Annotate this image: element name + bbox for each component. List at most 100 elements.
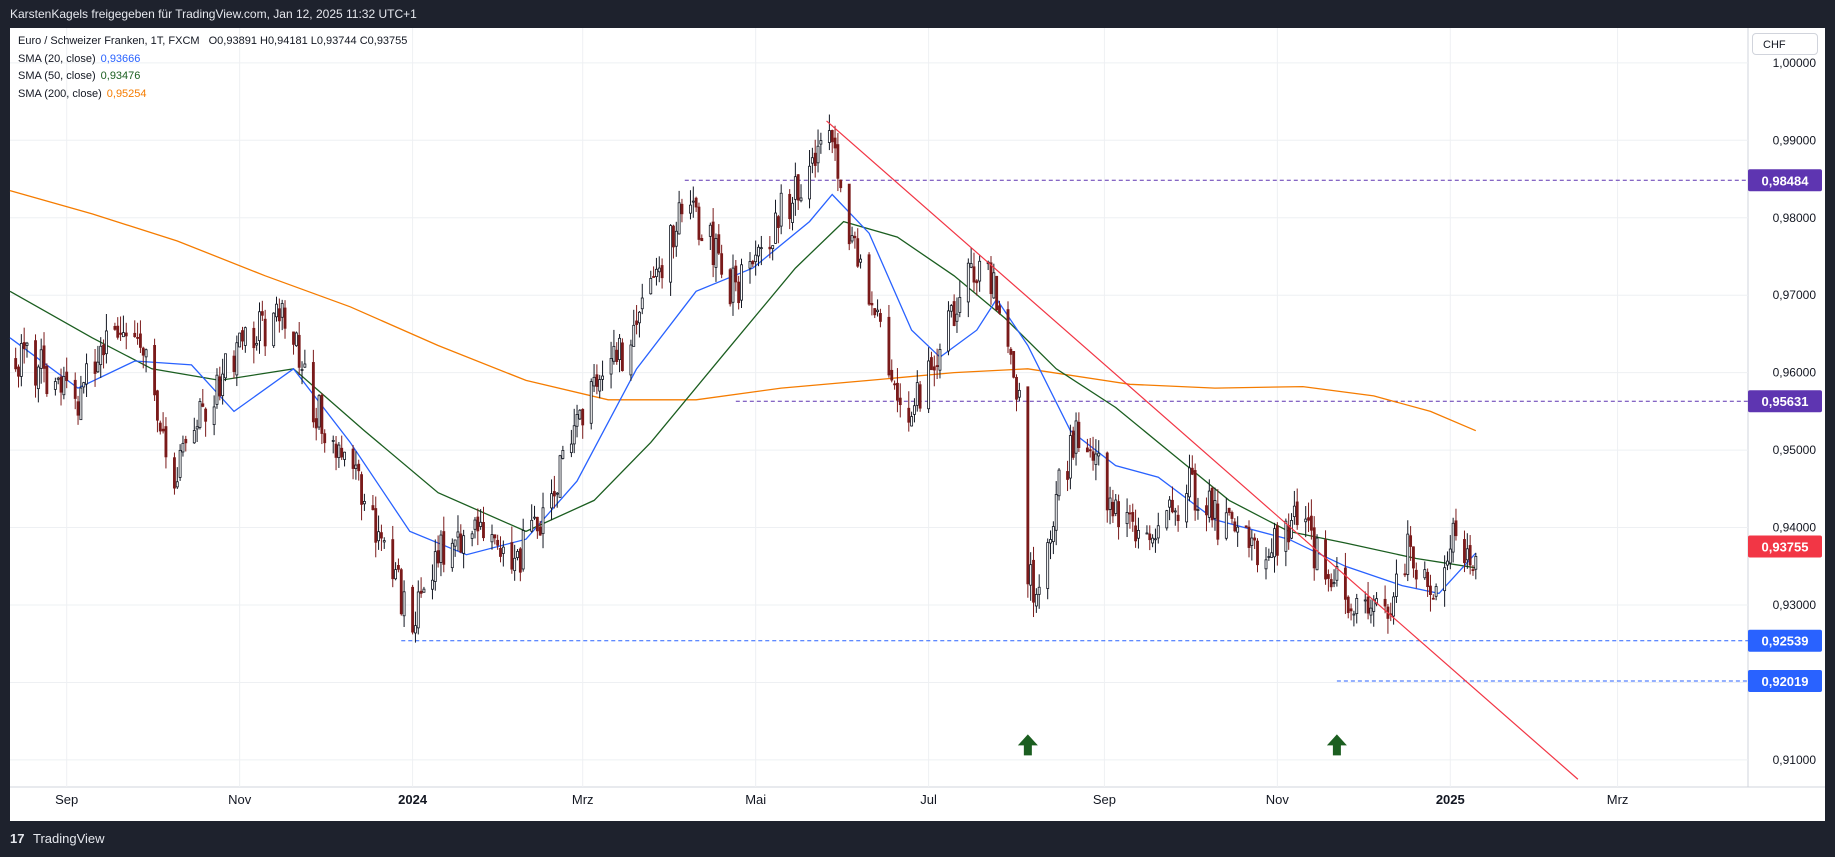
candle: [470, 530, 474, 547]
candle-body-down: [158, 422, 162, 432]
sma200-label: SMA (200, close): [18, 87, 102, 100]
candle: [192, 417, 196, 444]
candle-body-down: [788, 193, 792, 220]
candle-body-down: [136, 337, 140, 339]
candle-body-up: [422, 588, 426, 593]
candle-body-up: [1332, 582, 1336, 585]
candle: [1037, 574, 1041, 609]
candle-body-up: [966, 262, 970, 303]
candle: [779, 184, 783, 235]
candle: [382, 537, 386, 549]
candle-body-down: [161, 428, 165, 432]
candle: [754, 240, 758, 276]
candle: [215, 368, 219, 409]
candle: [25, 341, 29, 358]
candle-body-down: [1233, 521, 1237, 532]
candle-body-up: [876, 309, 880, 313]
legend-sma50-row[interactable]: SMA (50, close) 0,93476: [18, 68, 407, 86]
candle: [672, 224, 675, 259]
candle: [416, 580, 420, 635]
candle: [1190, 455, 1194, 476]
candle-body-up: [255, 342, 259, 346]
footer-bar: 17 TradingView: [0, 821, 1835, 857]
candle: [1307, 502, 1310, 533]
candle-body-up: [808, 165, 811, 200]
candle-body-down: [930, 357, 933, 371]
candle-body-down: [436, 550, 440, 564]
candle: [1295, 488, 1299, 530]
legend-sma200-row[interactable]: SMA (200, close) 0,95254: [18, 86, 407, 104]
chart-frame[interactable]: [10, 28, 1825, 821]
candle-body-up: [501, 546, 505, 554]
candle-body-up: [1094, 453, 1098, 465]
candle: [65, 357, 69, 389]
candle-body-up: [827, 130, 831, 143]
candle: [104, 313, 108, 364]
candle-body-up: [913, 405, 916, 415]
candle-body-up: [1363, 599, 1367, 602]
candle-body-up: [1068, 435, 1072, 479]
candle: [141, 346, 145, 369]
candle-body-down: [476, 516, 480, 532]
candle: [927, 347, 931, 413]
candle-body-down: [1111, 501, 1115, 517]
candle: [1051, 521, 1055, 555]
candle: [575, 404, 579, 438]
candle: [850, 226, 854, 244]
candle-body-up: [657, 267, 661, 273]
level-price-tag-label: 0,95631: [1762, 394, 1809, 409]
candle-body-up: [39, 349, 43, 369]
candle: [82, 381, 86, 394]
candle: [1088, 438, 1092, 458]
candle: [260, 300, 264, 321]
candle: [833, 125, 837, 161]
candle-body-up: [550, 493, 553, 509]
candle: [1108, 486, 1112, 525]
candle-body-down: [932, 366, 936, 371]
candle-body-down: [717, 234, 721, 254]
candle: [660, 258, 664, 289]
candle: [1256, 538, 1259, 573]
candle: [96, 345, 100, 374]
candle: [377, 515, 381, 550]
candle-body-up: [677, 202, 681, 235]
candle: [1227, 507, 1231, 516]
candle-body-up: [592, 376, 596, 387]
candle: [73, 372, 77, 410]
candle: [1071, 426, 1075, 460]
candle: [680, 198, 684, 223]
candle-body-down: [119, 332, 122, 335]
currency-button[interactable]: CHF: [1752, 33, 1818, 55]
candle-body-up: [1304, 518, 1308, 523]
candle-body-up: [377, 531, 381, 542]
candle: [292, 331, 295, 355]
candle: [1366, 581, 1370, 620]
candle-body-up: [992, 272, 996, 299]
legend-sma20-row[interactable]: SMA (20, close) 0,93666: [18, 51, 407, 69]
time-tick-label: Nov: [1266, 792, 1290, 807]
candle-body-up: [589, 381, 593, 424]
candle-body-down: [1128, 512, 1132, 515]
candle-body-up: [578, 409, 582, 420]
candle-body-down: [1066, 471, 1069, 480]
candle-body-up: [414, 625, 417, 634]
candle: [490, 524, 494, 550]
candle: [530, 504, 534, 533]
candle-body-down: [1253, 537, 1257, 541]
candle-body-down: [989, 262, 993, 295]
candle: [1250, 529, 1254, 561]
candle: [947, 301, 950, 356]
candle-body-down: [1412, 546, 1415, 569]
candle-body-down: [493, 534, 497, 539]
candle: [1017, 382, 1021, 402]
candle: [618, 334, 621, 373]
candle: [1029, 552, 1033, 601]
candle-body-down: [1471, 569, 1475, 572]
candle: [1343, 552, 1347, 615]
sma50-label: SMA (50, close): [18, 70, 96, 82]
candle-body-down: [700, 237, 704, 242]
candle-body-down: [351, 448, 355, 469]
candle-body-down: [76, 401, 80, 416]
candle: [955, 297, 959, 333]
